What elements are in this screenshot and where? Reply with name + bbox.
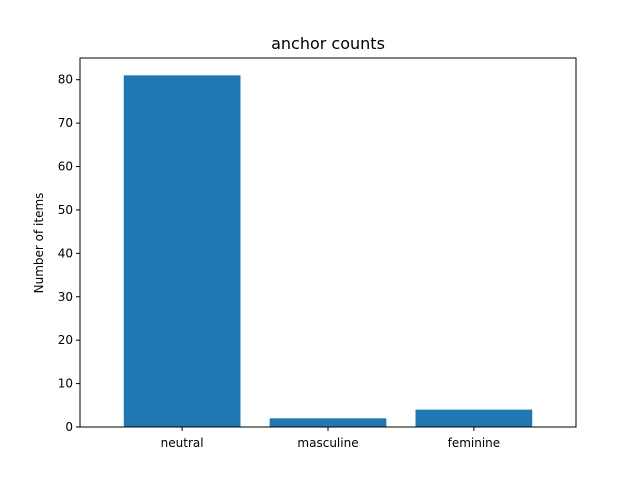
y-tick-label: 30	[58, 290, 73, 304]
y-axis-label: Number of items	[32, 193, 46, 294]
bar-neutral	[123, 75, 241, 427]
x-axis-ticks: neutral masculine feminine	[161, 427, 501, 450]
y-tick-label: 70	[58, 116, 73, 130]
y-tick-label: 50	[58, 203, 73, 217]
x-tick-label-neutral: neutral	[161, 436, 204, 450]
y-tick-label: 20	[58, 333, 73, 347]
bar-masculine	[269, 418, 387, 427]
bars-group	[123, 75, 533, 427]
plot-frame	[79, 57, 577, 428]
y-tick-label: 40	[58, 246, 73, 260]
bar-feminine	[415, 409, 533, 427]
y-tick-label: 80	[58, 73, 73, 87]
x-tick-label-masculine: masculine	[297, 436, 358, 450]
y-tick-label: 0	[65, 420, 73, 434]
y-axis-ticks: 0 10 20 30 40 50 60 70 80	[58, 73, 80, 434]
x-tick-label-feminine: feminine	[448, 436, 501, 450]
y-tick-label: 10	[58, 377, 73, 391]
y-tick-label: 60	[58, 160, 73, 174]
chart-title: anchor counts	[271, 34, 385, 53]
